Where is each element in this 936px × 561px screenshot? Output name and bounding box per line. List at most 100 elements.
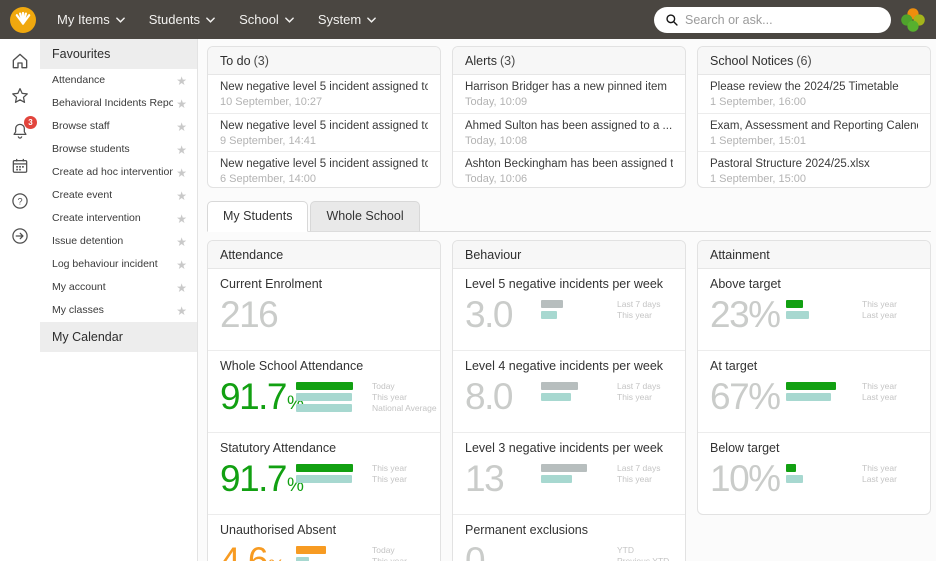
sidebar-item-create-event[interactable]: Create event ★ — [40, 184, 197, 207]
icon-rail: 3 ? — [0, 39, 40, 561]
stat-label: Whole School Attendance — [220, 359, 364, 373]
stat-value: 4.6% — [220, 540, 285, 561]
menu-students-label: Students — [148, 12, 201, 27]
sidebar-item-attendance[interactable]: Attendance ★ — [40, 69, 197, 92]
star-icon[interactable]: ★ — [176, 119, 187, 134]
feed-item-text: New negative level 5 incident assigned t… — [220, 158, 428, 170]
favourites-star-icon[interactable] — [10, 86, 30, 106]
alert-item[interactable]: Harrison Bridger has a new pinned item T… — [453, 75, 685, 113]
attendance-card: Attendance Current Enrolment 216 Whole S… — [207, 240, 441, 561]
tab-my-students[interactable]: My Students — [207, 201, 309, 232]
favourites-sidebar: Favourites Attendance ★ Behavioral Incid… — [40, 39, 198, 561]
global-search[interactable] — [654, 6, 891, 33]
menu-system[interactable]: System — [306, 0, 388, 39]
star-icon[interactable]: ★ — [176, 96, 187, 111]
notifications-bell-icon[interactable]: 3 — [10, 116, 37, 141]
star-icon[interactable]: ★ — [176, 257, 187, 272]
sidebar-item-label: My classes — [52, 304, 104, 316]
star-icon[interactable]: ★ — [176, 73, 187, 88]
home-icon[interactable] — [10, 51, 30, 71]
stat-unauthorised-absent[interactable]: Unauthorised Absent 4.6% Today This year… — [208, 514, 440, 561]
sidebar-item-label: My account — [52, 281, 106, 293]
star-icon[interactable]: ★ — [176, 188, 187, 203]
notification-badge: 3 — [24, 116, 37, 129]
stat-value: 10% — [710, 458, 781, 499]
sidebar-item-label: Create event — [52, 189, 113, 201]
attainment-card-header: Attainment — [698, 241, 930, 269]
menu-my-items[interactable]: My Items — [45, 0, 137, 39]
star-icon[interactable]: ★ — [176, 303, 187, 318]
stat-statutory-attendance[interactable]: Statutory Attendance 91.7% This year Thi… — [208, 432, 440, 514]
my-calendar-header[interactable]: My Calendar — [40, 322, 197, 352]
tab-whole-school[interactable]: Whole School — [310, 201, 420, 232]
app-switcher-icon[interactable] — [900, 7, 926, 33]
feed-cards-row: To do (3) New negative level 5 incident a… — [207, 46, 931, 188]
sidebar-item-label: Browse students — [52, 143, 130, 155]
feed-item-time: 1 September, 15:01 — [710, 135, 807, 147]
chevron-down-icon — [284, 16, 294, 23]
calendar-icon[interactable] — [10, 156, 30, 176]
star-icon[interactable]: ★ — [176, 165, 187, 180]
favourites-header[interactable]: Favourites — [40, 39, 197, 69]
bar-labels: This year Last year — [862, 463, 897, 484]
bar-labels: This year Last year — [862, 299, 897, 320]
card-count: (3) — [253, 54, 269, 68]
sidebar-item-my-classes[interactable]: My classes ★ — [40, 299, 197, 322]
school-notices-card: School Notices (6) Please review the 2024… — [697, 46, 931, 188]
sidebar-item-behavioral-incidents-reporting[interactable]: Behavioral Incidents Reporting ★ — [40, 92, 197, 115]
feed-item-text: Ahmed Sulton has been assigned to a ... — [465, 120, 673, 132]
menu-students[interactable]: Students — [137, 0, 227, 39]
attainment-card: Attainment Above target 23% This year La… — [697, 240, 931, 515]
sidebar-item-my-account[interactable]: My account ★ — [40, 276, 197, 299]
star-icon[interactable]: ★ — [176, 211, 187, 226]
stat-current-enrolment[interactable]: Current Enrolment 216 — [208, 269, 440, 350]
stat-below-target[interactable]: Below target 10% This year Last year — [698, 432, 930, 514]
todo-item[interactable]: New negative level 5 incident assigned t… — [208, 113, 440, 151]
alert-item[interactable]: Ahmed Sulton has been assigned to a ... … — [453, 113, 685, 151]
todo-item[interactable]: New negative level 5 incident assigned t… — [208, 151, 440, 187]
stat-at-target[interactable]: At target 67% This year Last year — [698, 350, 930, 432]
mini-bar-chart — [786, 296, 848, 319]
star-icon[interactable]: ★ — [176, 142, 187, 157]
feed-item-text: Exam, Assessment and Reporting Calendar — [710, 120, 918, 132]
alert-item[interactable]: Ashton Beckingham has been assigned to a… — [453, 151, 685, 187]
sidebar-item-create-ad-hoc-intervention[interactable]: Create ad hoc intervention ★ — [40, 161, 197, 184]
help-icon[interactable]: ? — [10, 191, 30, 211]
stat-whole-school-attendance[interactable]: Whole School Attendance 91.7% Today This… — [208, 350, 440, 432]
stat-above-target[interactable]: Above target 23% This year Last year — [698, 269, 930, 350]
mini-bar-chart — [541, 378, 603, 401]
stat-label: Below target — [710, 441, 780, 455]
sidebar-item-browse-staff[interactable]: Browse staff ★ — [40, 115, 197, 138]
app-logo-icon[interactable] — [10, 6, 36, 33]
todo-item[interactable]: New negative level 5 incident assigned t… — [208, 75, 440, 113]
stat-value: 91.7% — [220, 458, 304, 499]
feed-item-time: Today, 10:06 — [465, 173, 528, 185]
svg-text:?: ? — [17, 196, 22, 206]
star-icon[interactable]: ★ — [176, 234, 187, 249]
notice-item[interactable]: Pastoral Structure 2024/25.xlsx 1 Septem… — [698, 151, 930, 187]
feed-item-text: Please review the 2024/25 Timetable — [710, 81, 899, 93]
sign-in-arrow-icon[interactable] — [10, 226, 30, 246]
mini-bar-chart — [541, 460, 603, 483]
stat-value: 216 — [220, 294, 279, 335]
stat-level5-incidents[interactable]: Level 5 negative incidents per week 3.0 … — [453, 269, 685, 350]
sidebar-item-log-behaviour-incident[interactable]: Log behaviour incident ★ — [40, 253, 197, 276]
menu-school[interactable]: School — [227, 0, 306, 39]
card-title: Alerts — [465, 54, 497, 68]
bar-labels: This year Last year — [862, 381, 897, 402]
stat-label: Above target — [710, 277, 781, 291]
stat-value: 91.7% — [220, 376, 304, 417]
mini-bar-chart — [541, 296, 603, 319]
stat-level3-incidents[interactable]: Level 3 negative incidents per week 13 L… — [453, 432, 685, 514]
star-icon[interactable]: ★ — [176, 280, 187, 295]
sidebar-item-issue-detention[interactable]: Issue detention ★ — [40, 230, 197, 253]
notice-item[interactable]: Exam, Assessment and Reporting Calendar … — [698, 113, 930, 151]
notice-item[interactable]: Please review the 2024/25 Timetable 1 Se… — [698, 75, 930, 113]
stat-level4-incidents[interactable]: Level 4 negative incidents per week 8.0 … — [453, 350, 685, 432]
sidebar-item-create-intervention[interactable]: Create intervention ★ — [40, 207, 197, 230]
search-input[interactable] — [685, 12, 880, 27]
stat-label: Level 5 negative incidents per week — [465, 277, 664, 291]
feed-item-time: Today, 10:08 — [465, 135, 528, 147]
stat-permanent-exclusions[interactable]: Permanent exclusions 0 YTD Previous YTD — [453, 514, 685, 561]
sidebar-item-browse-students[interactable]: Browse students ★ — [40, 138, 197, 161]
